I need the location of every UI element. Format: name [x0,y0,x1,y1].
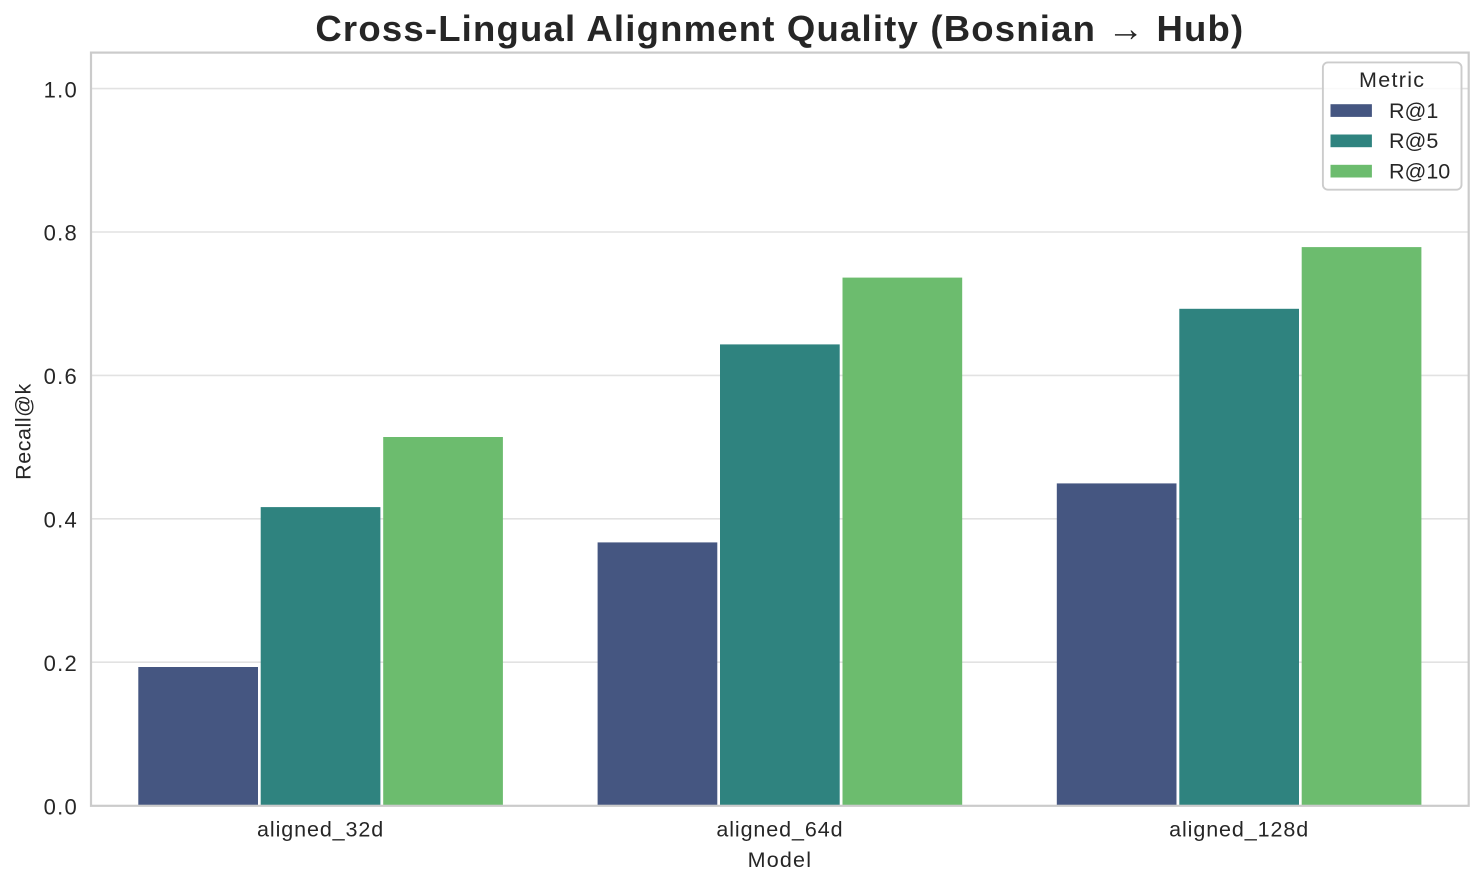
svg-text:Cross-Lingual Alignment Qualit: Cross-Lingual Alignment Quality (Bosnian… [315,8,1244,49]
svg-text:aligned_64d: aligned_64d [716,817,843,841]
svg-text:aligned_32d: aligned_32d [257,817,384,841]
svg-text:0.8: 0.8 [44,221,78,246]
svg-text:0.2: 0.2 [44,651,78,676]
svg-text:R@10: R@10 [1389,159,1450,183]
svg-text:0.6: 0.6 [44,364,78,389]
svg-text:Model: Model [748,848,813,872]
svg-text:Recall@k: Recall@k [12,383,36,480]
svg-text:R@5: R@5 [1389,129,1438,153]
svg-text:1.0: 1.0 [44,77,78,102]
svg-text:aligned_128d: aligned_128d [1169,817,1309,841]
svg-text:Metric: Metric [1359,68,1425,92]
svg-text:R@1: R@1 [1389,99,1438,123]
svg-text:0.0: 0.0 [44,795,78,820]
svg-text:0.4: 0.4 [44,508,78,533]
